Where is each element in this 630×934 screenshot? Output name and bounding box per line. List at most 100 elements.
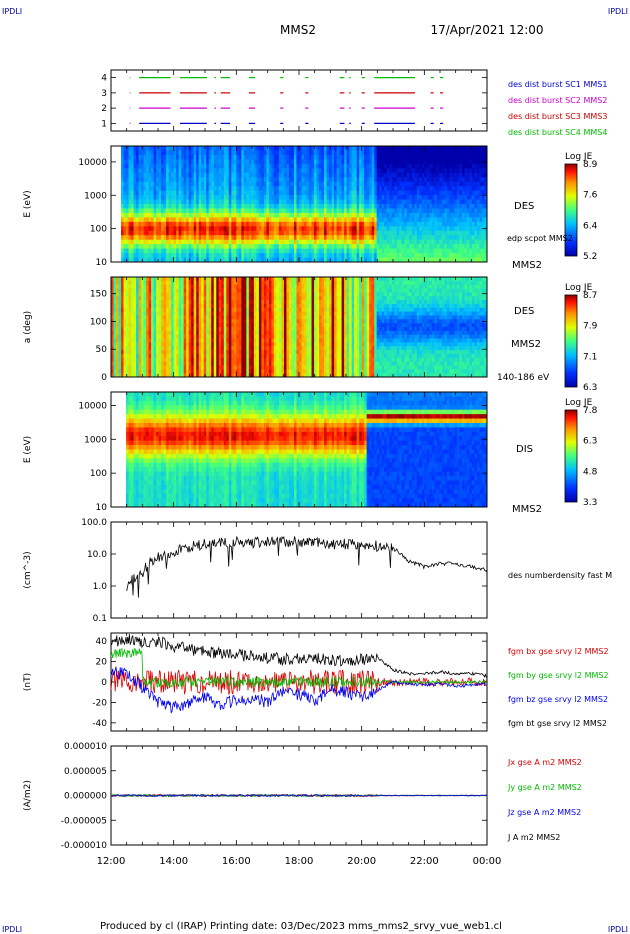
des-energy-cell — [253, 168, 257, 174]
des-energy-cell — [151, 195, 155, 200]
des-energy-cell — [168, 217, 172, 223]
des-energy-cell — [419, 221, 423, 227]
des-energy-cell — [243, 204, 247, 209]
des-energy-cell — [158, 146, 162, 151]
des-energy-cell — [441, 230, 445, 236]
des-energy-cell — [319, 217, 322, 223]
des-energy-cell — [434, 150, 438, 156]
des-energy-cell — [181, 235, 185, 241]
des-pitch-cell — [118, 277, 122, 282]
des-energy-cell — [371, 226, 375, 232]
des-pitch-cell — [171, 330, 175, 336]
des-energy-cell — [374, 226, 378, 232]
des-energy-cell — [441, 186, 445, 192]
des-energy-cell — [369, 199, 373, 205]
des-energy-cell — [253, 244, 257, 250]
des-energy-cell — [354, 221, 358, 227]
des-energy-cell — [296, 177, 300, 183]
des-energy-cell — [131, 212, 134, 218]
des-energy-cell — [256, 172, 260, 178]
des-pitch-cell — [123, 373, 127, 378]
des-pitch-cell — [118, 342, 122, 347]
des-energy-cell — [371, 239, 375, 245]
des-energy-cell — [361, 235, 365, 241]
des-energy-cell — [479, 239, 483, 245]
des-energy-cell — [396, 221, 400, 227]
des-pitch-cell — [113, 284, 117, 289]
des-pitch-cell — [193, 319, 197, 324]
des-energy-cell — [238, 181, 242, 187]
des-energy-cell — [361, 181, 365, 187]
des-energy-cell — [346, 146, 350, 151]
des-energy-cell — [206, 244, 210, 250]
des-energy-cell — [158, 226, 162, 232]
des-energy-cell — [389, 154, 393, 160]
des-energy-cell — [334, 154, 337, 160]
des-energy-cell — [424, 226, 428, 232]
des-energy-cell — [456, 230, 460, 236]
des-energy-cell — [394, 190, 398, 196]
des-energy-cell — [291, 172, 295, 178]
des-energy-cell — [218, 217, 222, 223]
des-energy-cell — [356, 168, 360, 174]
des-energy-cell — [309, 172, 312, 178]
des-energy-cell — [231, 199, 235, 205]
des-energy-cell — [319, 186, 322, 192]
des-pitch-cell — [126, 365, 129, 370]
des-pitch-cell — [171, 338, 175, 343]
des-energy-cell — [278, 146, 282, 151]
des-energy-cell — [163, 239, 167, 245]
des-pitch-cell — [146, 342, 149, 347]
des-pitch-cell — [196, 303, 200, 309]
des-energy-cell — [186, 154, 190, 160]
des-pitch-cell — [178, 365, 182, 370]
des-energy-cell — [419, 230, 423, 236]
des-energy-cell — [469, 190, 473, 196]
des-energy-cell — [396, 253, 400, 258]
des-energy-cell — [321, 239, 325, 245]
des-pitch-cell — [178, 330, 182, 336]
des-energy-cell — [248, 248, 252, 254]
des-energy-cell — [339, 177, 343, 183]
des-pitch-cell — [136, 280, 139, 286]
des-energy-cell — [394, 253, 398, 258]
des-energy-cell — [178, 235, 182, 241]
des-energy-cell — [411, 168, 415, 174]
des-energy-cell — [464, 163, 468, 169]
des-energy-cell — [381, 199, 385, 205]
des-energy-cell — [479, 226, 483, 232]
des-energy-cell — [146, 253, 149, 258]
des-energy-cell — [304, 195, 307, 200]
des-energy-cell — [399, 150, 403, 156]
des-pitch-cell — [163, 327, 167, 332]
des-energy-cell — [319, 235, 322, 241]
des-pitch-cell — [148, 307, 152, 313]
des-energy-cell — [349, 217, 353, 223]
des-energy-cell — [258, 253, 262, 258]
des-energy-cell — [426, 239, 430, 245]
des-pitch-cell — [168, 303, 172, 309]
des-energy-cell — [286, 146, 290, 151]
des-pitch-cell — [146, 288, 149, 293]
des-energy-cell — [123, 204, 127, 209]
des-pitch-cell — [118, 330, 122, 336]
des-energy-cell — [238, 190, 242, 196]
des-energy-cell — [133, 159, 137, 165]
des-energy-cell — [336, 217, 340, 223]
des-energy-cell — [183, 181, 187, 187]
des-energy-cell — [231, 186, 235, 192]
des-energy-cell — [424, 190, 428, 196]
des-energy-cell — [198, 150, 202, 156]
des-energy-cell — [223, 177, 227, 183]
des-pitch-cell — [156, 353, 160, 359]
des-energy-cell — [316, 239, 320, 245]
des-energy-cell — [163, 226, 167, 232]
des-energy-cell — [156, 221, 160, 227]
des-energy-cell — [138, 159, 142, 165]
des-energy-cell — [394, 195, 398, 200]
des-energy-cell — [319, 239, 322, 245]
des-energy-cell — [123, 154, 127, 160]
des-pitch-cell — [158, 292, 162, 297]
des-energy-cell — [131, 154, 134, 160]
des-energy-cell — [193, 195, 197, 200]
